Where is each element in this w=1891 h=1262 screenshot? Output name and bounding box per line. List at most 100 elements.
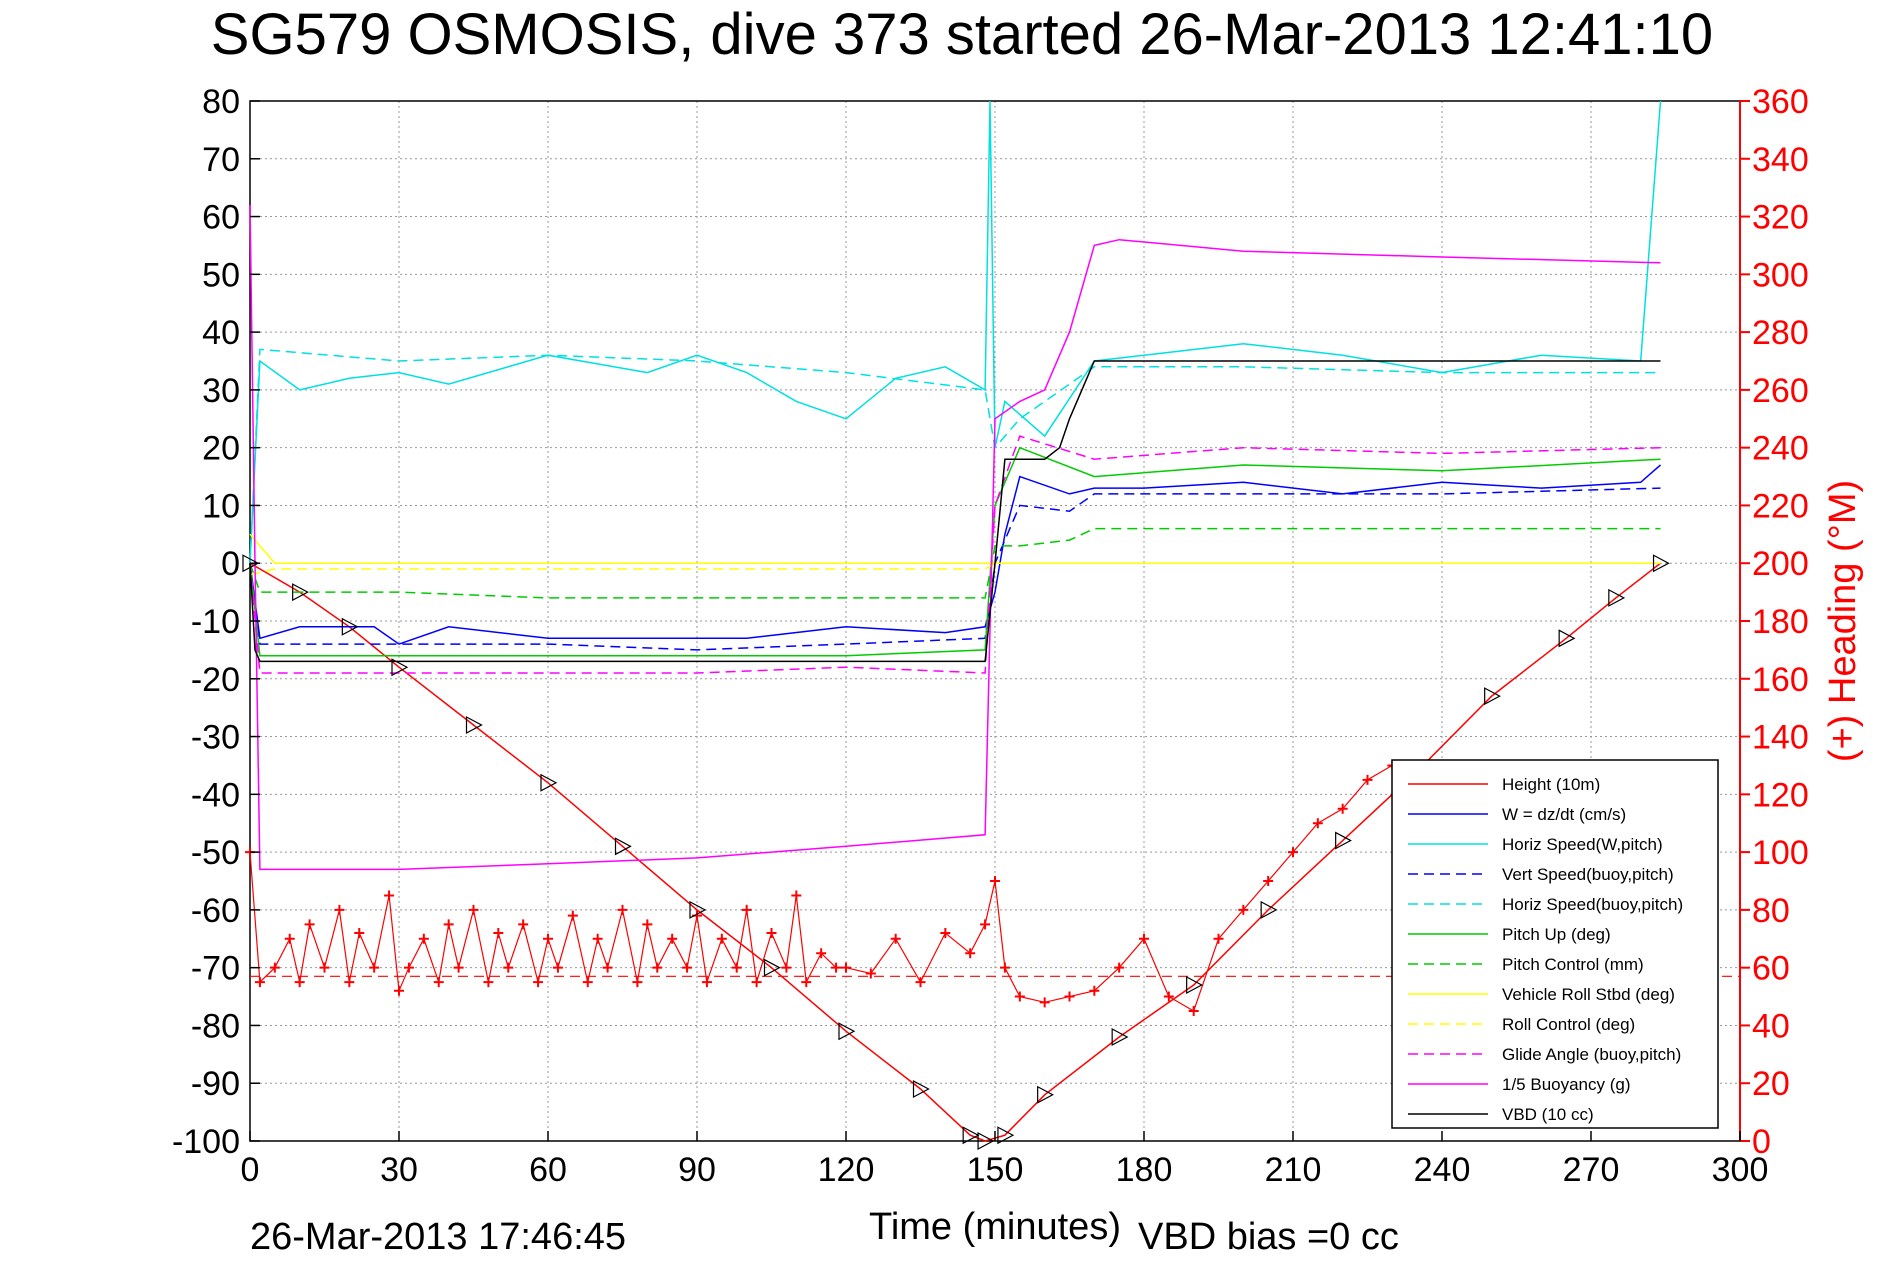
heading-point-54 (980, 919, 991, 930)
left-tick-label-15: -70 (191, 950, 240, 988)
left-tick-label-18: -100 (172, 1123, 240, 1161)
left-tick-label-17: -90 (191, 1065, 240, 1103)
x-tick-label-8: 240 (1414, 1151, 1471, 1189)
height-marker-22 (1608, 588, 1626, 607)
height-marker-5 (540, 773, 558, 792)
heading-point-42 (766, 928, 777, 938)
heading-point-32 (642, 919, 653, 930)
legend-label-vbd-10-cc: VBD (10 cc) (1502, 1105, 1594, 1124)
left-tick-label-3: 50 (202, 256, 240, 294)
series-line-1-5-buoyancy-g (249, 204, 1661, 871)
right-tick-label-8: 200 (1752, 545, 1809, 583)
legend-label-vehicle-roll-stbd-deg: Vehicle Roll Stbd (deg) (1502, 985, 1675, 1004)
heading-point-59 (1064, 991, 1075, 1002)
heading-point-47 (831, 962, 842, 973)
legend-label-w-dz-dt-cm-s: W = dz/dt (cm/s) (1502, 805, 1626, 824)
heading-point-43 (781, 962, 792, 973)
heading-point-29 (602, 962, 613, 973)
legend-box (1391, 759, 1719, 1129)
legend-label-pitch-up-deg: Pitch Up (deg) (1502, 925, 1611, 944)
legend-label-1-5-buoyancy-g: 1/5 Buoyancy (g) (1502, 1075, 1631, 1094)
heading-point-23 (533, 977, 544, 988)
heading-point-37 (701, 977, 712, 988)
height-marker-3 (391, 658, 409, 677)
left-tick-label-1: 70 (202, 141, 240, 179)
heading-point-6 (319, 962, 330, 973)
height-marker-23 (1652, 554, 1670, 573)
heading-point-55 (990, 876, 1000, 886)
heading-point-2 (269, 962, 280, 973)
heading-point-30 (617, 904, 628, 915)
height-marker-7 (689, 900, 707, 919)
height-marker-12 (977, 1132, 995, 1150)
heading-point-27 (582, 977, 593, 988)
x-tick-label-7: 210 (1265, 1151, 1322, 1189)
series-line-vbd-10-cc (249, 360, 1661, 663)
right-tick-label-12: 120 (1752, 776, 1809, 814)
heading-point-7 (334, 904, 345, 915)
heading-point-4 (294, 977, 305, 988)
right-tick-label-15: 60 (1752, 950, 1790, 988)
heading-point-10 (369, 962, 380, 973)
heading-point-51 (915, 977, 926, 988)
height-marker-16 (1186, 976, 1203, 994)
heading-point-15 (433, 977, 444, 988)
heading-point-45 (801, 977, 812, 988)
right-tick-label-18: 0 (1752, 1123, 1771, 1161)
heading-point-53 (965, 948, 976, 959)
x-tick-label-3: 90 (678, 1151, 716, 1189)
heading-point-19 (483, 977, 494, 988)
series-line-vehicle-roll-stbd-deg (249, 533, 1661, 564)
heading-point-33 (652, 962, 663, 973)
x-tick-label-6: 180 (1116, 1151, 1173, 1189)
heading-point-26 (567, 910, 578, 921)
heading-point-8 (344, 977, 355, 988)
heading-point-58 (1039, 997, 1050, 1008)
x-tick-label-10: 300 (1712, 1151, 1769, 1189)
left-tick-label-13: -50 (191, 834, 240, 872)
heading-point-65 (1213, 933, 1224, 944)
heading-point-63 (1163, 991, 1174, 1002)
legend: Height (10m) W = dz/dt (cm/s) Horiz Speed(… (1391, 759, 1719, 1129)
height-marker-9 (838, 1022, 856, 1041)
height-marker-11 (962, 1126, 980, 1145)
heading-point-49 (865, 968, 876, 979)
heading-point-41 (751, 977, 762, 988)
right-tick-label-11: 140 (1752, 719, 1809, 757)
height-marker-1 (292, 583, 309, 602)
series-line-vert-speed-buoy-pitch (249, 487, 1661, 651)
x-tick-label-2: 60 (529, 1151, 567, 1189)
right-tick-label-13: 100 (1752, 834, 1809, 872)
heading-point-3 (284, 933, 295, 944)
right-tick-label-4: 280 (1752, 314, 1809, 352)
legend-label-vert-speed-buoy-pitch: Vert Speed(buoy,pitch) (1502, 865, 1674, 884)
left-tick-label-6: 20 (202, 430, 240, 468)
height-marker-6 (614, 837, 632, 856)
x-tick-label-1: 30 (380, 1151, 418, 1189)
heading-point-18 (468, 904, 479, 915)
heading-point-71 (1362, 774, 1373, 785)
x-axis-label: Time (minutes) (869, 1206, 1121, 1248)
heading-point-1 (254, 977, 265, 988)
right-tick-label-17: 20 (1752, 1065, 1790, 1103)
height-marker-0 (242, 554, 260, 573)
heading-point-21 (503, 962, 514, 973)
heading-point-64 (1188, 1006, 1199, 1016)
left-tick-label-0: 80 (202, 83, 240, 121)
left-tick-label-2: 60 (202, 199, 240, 237)
series-layer (249, 100, 1662, 1142)
height-marker-21 (1558, 629, 1576, 648)
left-y-ticks: 80 70 60 50 40 30 20 10 0 -10 -20 -30 -40 -50 -60 -70 -8… (172, 83, 260, 1161)
right-tick-label-16: 40 (1752, 1007, 1790, 1045)
height-marker-18 (1335, 831, 1352, 850)
left-tick-label-11: -30 (191, 719, 240, 757)
heading-point-67 (1263, 876, 1274, 886)
x-tick-label-5: 150 (967, 1151, 1024, 1189)
right-tick-label-0: 360 (1752, 83, 1809, 121)
heading-point-13 (403, 962, 414, 973)
footer-date: 26-Mar-2013 17:46:45 (250, 1216, 626, 1258)
series-line-horiz-speed-buoy-pitch (249, 348, 1661, 564)
heading-point-60 (1089, 985, 1100, 996)
legend-label-roll-control-deg: Roll Control (deg) (1502, 1015, 1635, 1034)
